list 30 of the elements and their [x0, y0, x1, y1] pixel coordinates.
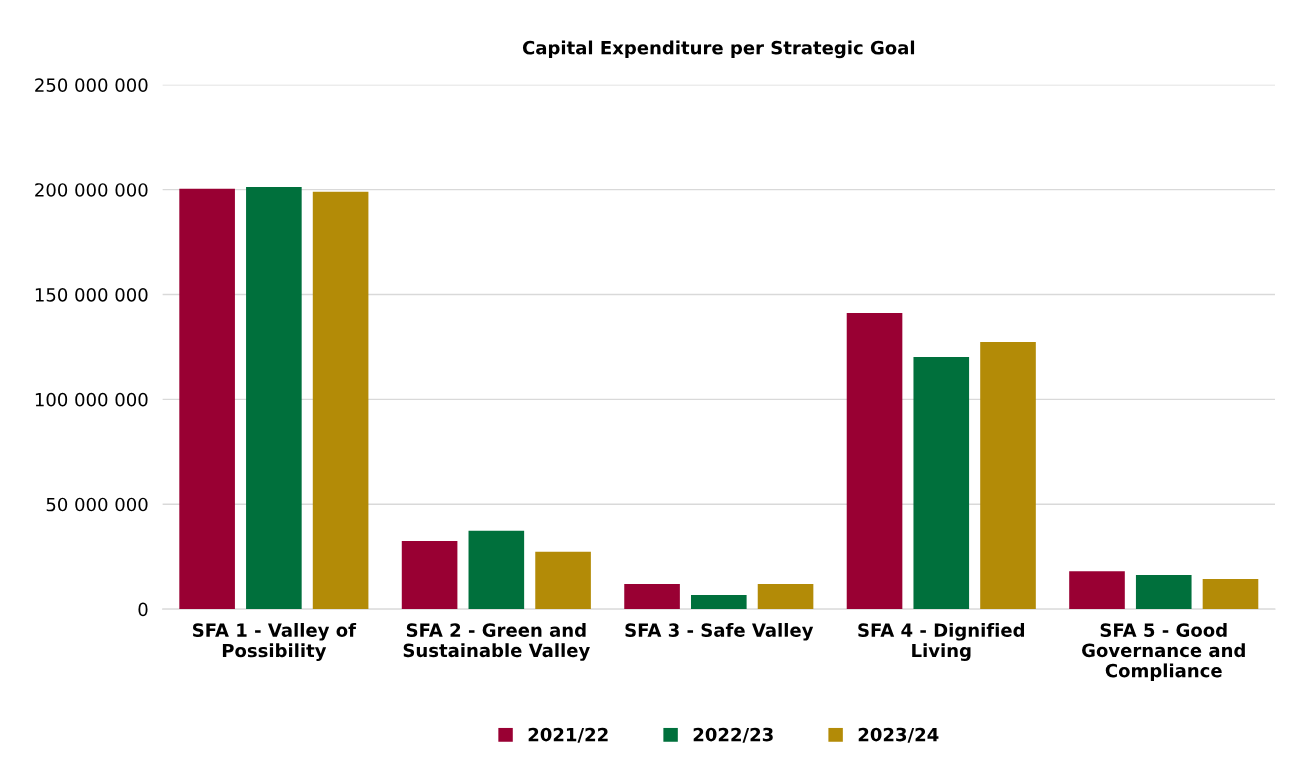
bar [690, 595, 747, 610]
bar [846, 312, 903, 610]
bar [1069, 571, 1125, 610]
x-tick-label: SFA 1 - Valley of Possibility [193, 622, 357, 661]
x-tick-label: SFA 4 - Dignified Living [858, 622, 1025, 661]
bar [312, 191, 369, 610]
y-tick-label: 150 000 000 [35, 287, 148, 302]
bar [246, 186, 302, 610]
legend-label: 2021/22 [528, 727, 608, 743]
y-tick-label: 0 [138, 602, 148, 617]
x-tick-label: SFA 3 - Safe Valley [625, 622, 814, 641]
bar [535, 551, 591, 610]
bar [401, 540, 458, 610]
chart-title: Capital Expenditure per Strategic Goal [522, 40, 915, 59]
y-tick-label: 50 000 000 [46, 497, 148, 512]
x-tick-label: SFA 5 - Good Governance and Compliance [1082, 622, 1245, 681]
y-tick-label: 200 000 000 [35, 183, 148, 197]
bar [913, 357, 970, 610]
bar [1202, 579, 1259, 610]
bar [468, 530, 525, 610]
bar [179, 188, 235, 610]
x-tick-label: SFA 2 - Green and Sustainable Valley [403, 622, 590, 661]
bar [757, 583, 814, 610]
bar [980, 341, 1036, 610]
bar [1135, 574, 1192, 610]
legend-label: 2023/24 [858, 727, 939, 743]
bar [624, 583, 680, 610]
y-tick-label: 100 000 000 [35, 392, 148, 407]
legend-label: 2022/23 [693, 727, 773, 743]
y-tick-label: 250 000 000 [35, 78, 148, 92]
